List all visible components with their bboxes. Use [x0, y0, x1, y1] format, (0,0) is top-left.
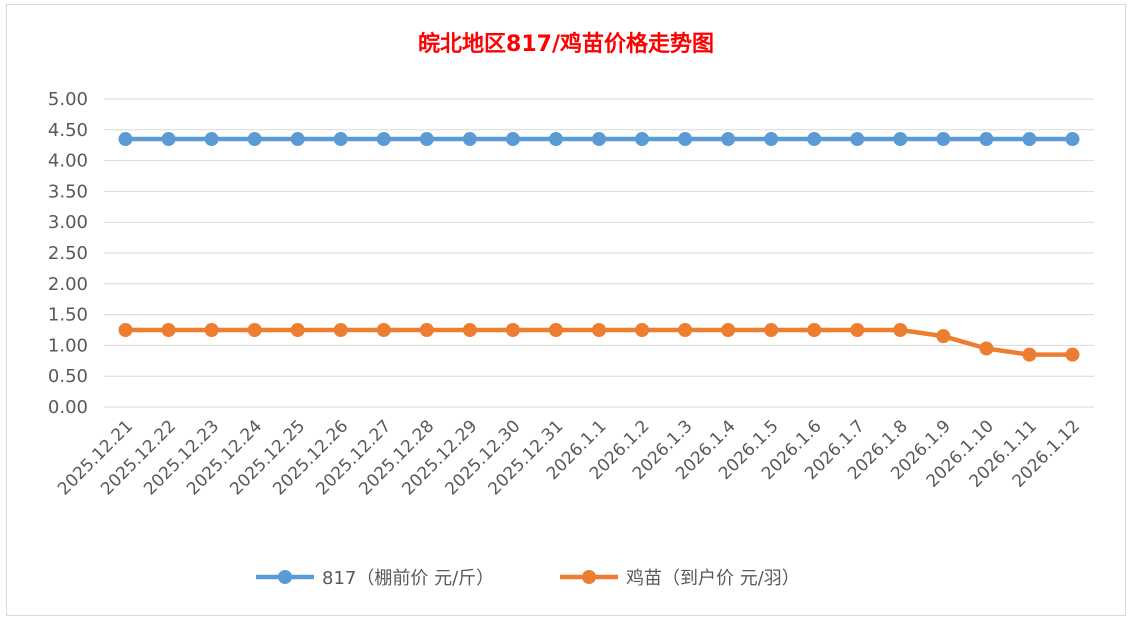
- data-point: [678, 132, 693, 147]
- legend-label: 鸡苗（到户价 元/羽）: [626, 568, 800, 589]
- data-point: [419, 323, 434, 337]
- x-axis-ticks: 2025.12.212025.12.222025.12.232025.12.24…: [54, 416, 1084, 499]
- data-point: [290, 323, 305, 337]
- data-point: [204, 132, 219, 147]
- y-tick-label: 3.50: [48, 181, 88, 202]
- series-1: [118, 132, 1080, 147]
- data-point: [161, 132, 176, 147]
- data-point: [635, 132, 650, 147]
- data-point: [1065, 132, 1080, 147]
- y-tick-label: 2.50: [48, 243, 88, 264]
- data-point: [204, 323, 219, 337]
- legend-marker: [582, 570, 596, 584]
- y-tick-label: 2.00: [48, 274, 88, 295]
- legend-item-2: 鸡苗（到户价 元/羽）: [560, 568, 800, 589]
- y-tick-label: 0.50: [48, 366, 88, 387]
- data-point: [721, 132, 736, 147]
- data-point: [764, 132, 779, 147]
- data-point: [936, 132, 951, 147]
- data-point: [764, 323, 779, 337]
- data-point: [548, 132, 563, 147]
- data-point: [376, 132, 391, 147]
- data-point: [290, 132, 305, 147]
- data-point: [936, 329, 951, 344]
- data-point: [807, 323, 822, 337]
- series-group: [118, 132, 1080, 362]
- data-point: [635, 323, 650, 337]
- y-tick-label: 1.00: [48, 335, 88, 356]
- legend: 817（棚前价 元/斤） 鸡苗（到户价 元/羽）: [256, 568, 800, 589]
- data-point: [979, 132, 994, 147]
- data-point: [807, 132, 822, 147]
- gridlines: [104, 98, 1094, 408]
- data-point: [505, 323, 520, 337]
- data-point: [1065, 347, 1080, 362]
- data-point: [462, 323, 477, 337]
- y-tick-label: 0.00: [48, 397, 88, 418]
- data-point: [979, 341, 994, 356]
- data-point: [161, 323, 176, 337]
- data-point: [118, 132, 133, 147]
- data-point: [592, 323, 606, 337]
- data-point: [118, 323, 133, 337]
- y-axis-ticks: 0.00 0.50 1.00 1.50 2.00 2.50 3.00 3.50 4.00 4.50…: [48, 89, 88, 418]
- legend-marker: [278, 570, 292, 584]
- data-point: [419, 132, 434, 147]
- y-tick-label: 5.00: [48, 89, 88, 110]
- chart-area: [6, 4, 1126, 616]
- data-point: [548, 323, 563, 337]
- data-point: [678, 323, 693, 337]
- data-point: [247, 323, 262, 337]
- y-tick-label: 4.00: [48, 151, 88, 172]
- data-point: [247, 132, 262, 147]
- data-point: [1022, 132, 1037, 147]
- data-point: [376, 323, 391, 337]
- data-point: [850, 132, 865, 147]
- data-point: [462, 132, 477, 147]
- data-point: [1022, 347, 1037, 362]
- data-point: [333, 323, 348, 337]
- chart-title: 皖北地区817/鸡苗价格走势图: [418, 31, 714, 57]
- data-point: [505, 132, 520, 147]
- y-tick-label: 4.50: [48, 120, 88, 141]
- data-point: [893, 323, 908, 337]
- data-point: [592, 132, 606, 147]
- data-point: [850, 323, 865, 337]
- y-tick-label: 1.50: [48, 305, 88, 326]
- data-point: [721, 323, 736, 337]
- y-tick-label: 3.00: [48, 212, 88, 233]
- data-point: [893, 132, 908, 147]
- legend-label: 817（棚前价 元/斤）: [322, 568, 494, 589]
- series-2: [118, 323, 1080, 362]
- data-point: [333, 132, 348, 147]
- legend-item-1: 817（棚前价 元/斤）: [256, 568, 494, 589]
